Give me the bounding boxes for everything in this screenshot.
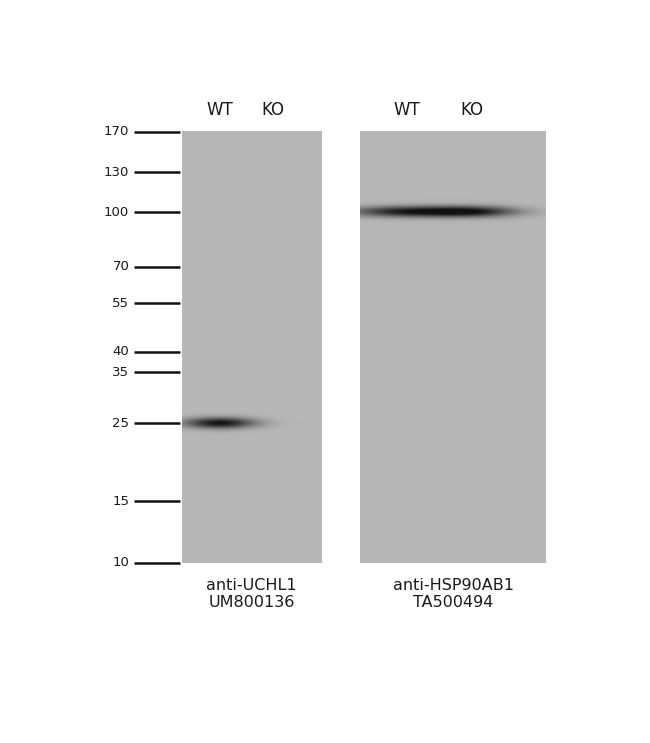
Text: WT: WT	[393, 101, 420, 119]
Text: UM800136: UM800136	[209, 595, 295, 610]
Text: 55: 55	[112, 296, 129, 310]
Text: 170: 170	[104, 125, 129, 138]
Text: anti-UCHL1: anti-UCHL1	[207, 578, 297, 593]
Text: 15: 15	[112, 495, 129, 507]
Text: 35: 35	[112, 366, 129, 378]
Text: WT: WT	[206, 101, 233, 119]
Text: 25: 25	[112, 417, 129, 429]
Text: 100: 100	[104, 206, 129, 218]
Text: 70: 70	[112, 260, 129, 273]
Text: KO: KO	[460, 101, 484, 119]
Text: 40: 40	[112, 345, 129, 358]
Text: anti-HSP90AB1: anti-HSP90AB1	[393, 578, 514, 593]
Text: KO: KO	[261, 101, 284, 119]
Text: 130: 130	[104, 166, 129, 179]
Text: TA500494: TA500494	[413, 595, 493, 610]
Text: 10: 10	[112, 557, 129, 569]
